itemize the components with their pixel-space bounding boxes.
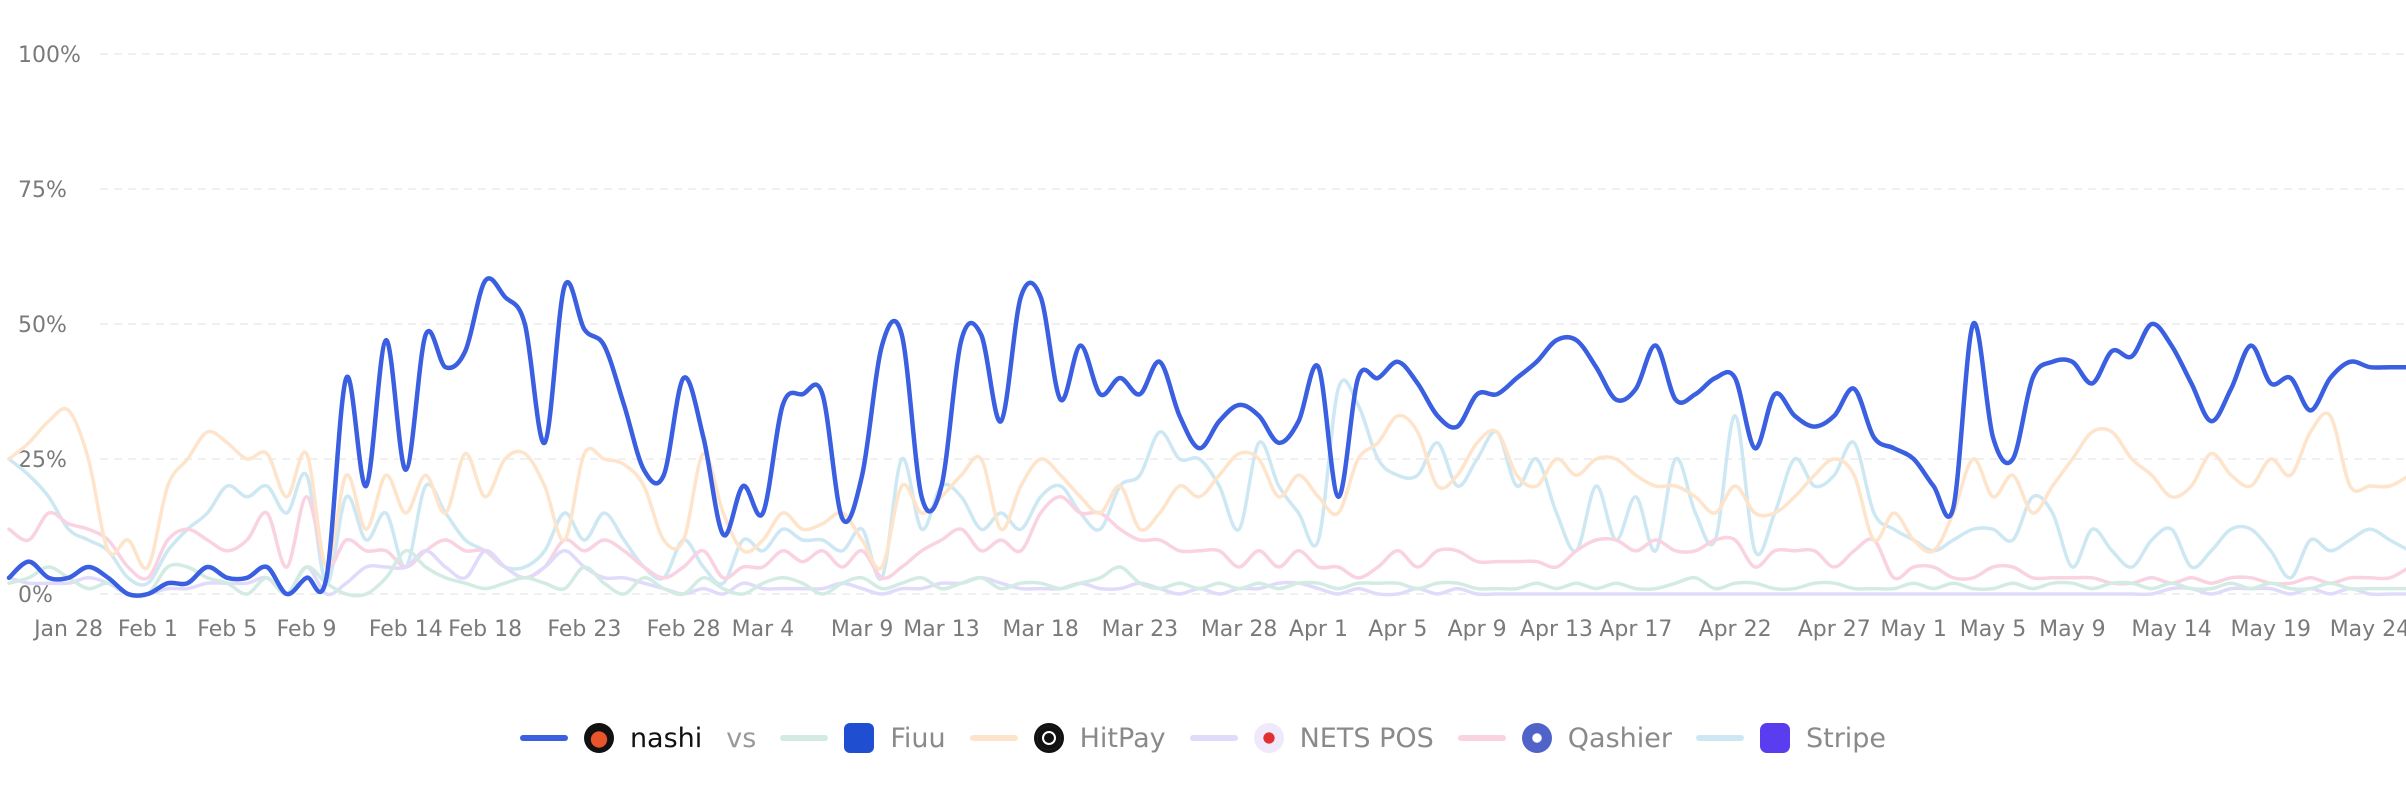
legend-icon: [583, 723, 614, 753]
legend-item: HitPay: [969, 722, 1166, 754]
main-line: [6, 276, 2406, 598]
chart: 0% 25% 50% 75% 100% Jan 28 Feb 1 Feb 5 Feb 9 Feb …: [6, 43, 2406, 642]
legend-icon: [1253, 723, 1284, 753]
x-tick-label: May 24: [2330, 617, 2406, 642]
x-tick-label: Mar 4: [732, 617, 795, 642]
x-tick-label: Jan 28: [32, 617, 103, 642]
x-tick-label: Apr 22: [1699, 617, 1772, 642]
legend-label: NETS POS: [1299, 722, 1434, 754]
legend-swatch: [519, 735, 568, 741]
x-tick-label: May 9: [2039, 617, 2105, 642]
x-tick-label: Apr 9: [1448, 617, 1507, 642]
x-tick-label: Feb 9: [277, 617, 337, 642]
series-line: [7, 549, 2406, 597]
legend-swatch: [1695, 735, 1744, 741]
legend-icon: [844, 723, 875, 753]
legend-swatch: [1457, 735, 1506, 741]
legend: nashi vs Fiuu HitPay NETS POS Qashier Stripe: [0, 712, 2406, 764]
legend-item: Stripe: [1695, 722, 1887, 754]
x-tick-label: Mar 13: [903, 617, 980, 642]
x-tick-label: Feb 23: [547, 617, 621, 642]
x-tick-label: May 19: [2231, 617, 2311, 642]
x-tick-label: Feb 18: [448, 617, 522, 642]
x-tick-label: Apr 13: [1520, 617, 1593, 642]
y-tick-label: 100%: [18, 43, 81, 68]
legend-item: NETS POS: [1189, 722, 1434, 754]
series-line: [7, 549, 2406, 599]
legend-joiner: vs: [726, 722, 757, 754]
x-tick-label: Apr 17: [1599, 617, 1672, 642]
x-tick-label: Apr 1: [1289, 617, 1348, 642]
legend-item: nashi: [519, 722, 703, 754]
y-tick-label: 25%: [18, 448, 67, 473]
x-tick-label: Feb 28: [647, 617, 721, 642]
legend-label: nashi: [629, 722, 703, 754]
legend-label: Fiuu: [890, 722, 946, 754]
x-tick-label: May 14: [2131, 617, 2211, 642]
legend-swatch: [969, 735, 1018, 741]
legend-item: Qashier: [1457, 722, 1672, 754]
x-tick-label: Mar 28: [1201, 617, 1278, 642]
legend-icon: [1759, 723, 1790, 753]
legend-label: HitPay: [1079, 722, 1166, 754]
legend-label: Stripe: [1805, 722, 1887, 754]
legend-icon: [1033, 723, 1064, 753]
x-tick-label: Mar 23: [1102, 617, 1179, 642]
legend-icon: [1521, 723, 1552, 753]
x-tick-label: Mar 9: [831, 617, 894, 642]
x-tick-label: Mar 18: [1002, 617, 1079, 642]
x-tick-label: May 5: [1960, 617, 2026, 642]
series-line: [7, 406, 2406, 571]
y-tick-label: 75%: [18, 178, 67, 203]
x-tick-label: Feb 1: [118, 617, 178, 642]
legend-label: Qashier: [1567, 722, 1672, 754]
y-tick-label: 50%: [18, 313, 67, 338]
legend-swatch: [1189, 735, 1238, 741]
x-tick-label: Apr 5: [1368, 617, 1427, 642]
y-tick-label: 0%: [18, 583, 53, 608]
legend-item: Fiuu: [780, 722, 946, 754]
x-tick-label: Apr 27: [1798, 617, 1871, 642]
x-tick-label: Feb 5: [197, 617, 257, 642]
legend-swatch: [780, 735, 829, 741]
x-tick-label: Feb 14: [369, 617, 443, 642]
x-tick-label: May 1: [1880, 617, 1946, 642]
